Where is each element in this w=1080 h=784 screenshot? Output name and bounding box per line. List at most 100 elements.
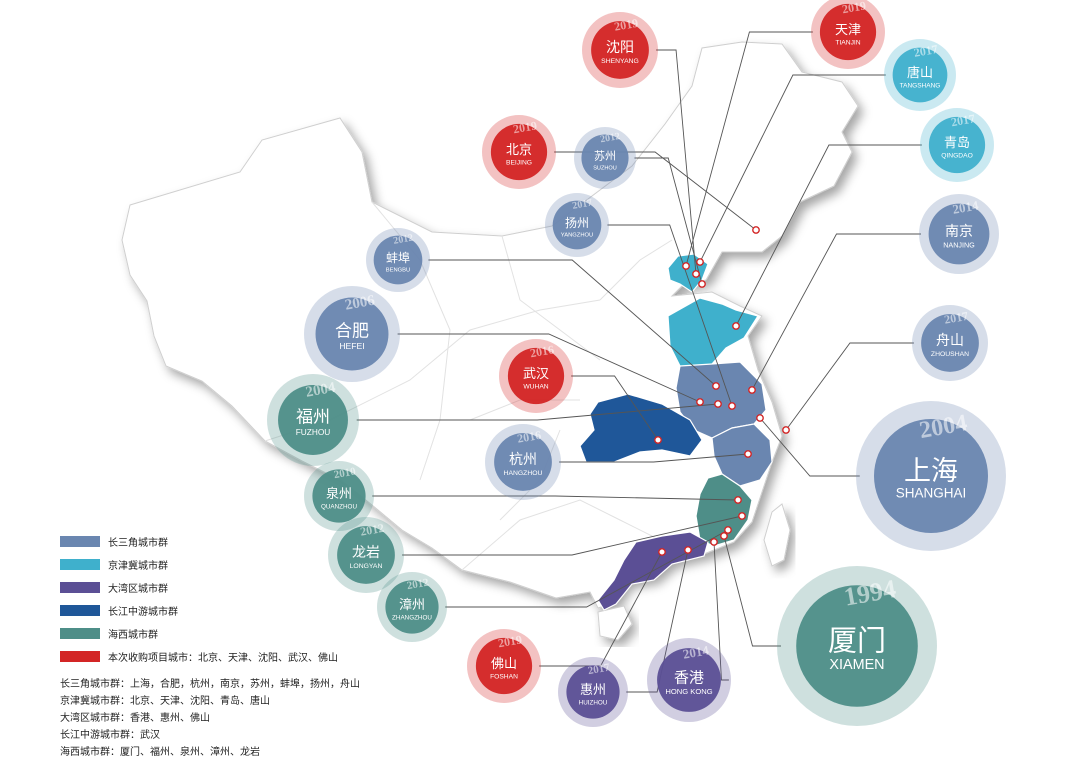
bubble-core (552, 200, 602, 250)
city-name-zh: 蚌埠 (386, 251, 410, 265)
note-greater-bay: 大湾区城市群：香港、惠州、佛山 (60, 713, 210, 724)
city-markers (654, 226, 790, 556)
city-year: 2016 (516, 428, 542, 446)
legend-label: 大湾区城市群 (108, 584, 168, 595)
city-year: 2006 (344, 293, 377, 314)
city-year: 2019 (512, 118, 538, 136)
leader-line (626, 549, 689, 693)
bubble-core (591, 21, 649, 79)
legend-swatch (60, 605, 100, 616)
leader-line (559, 453, 749, 463)
leader-line (571, 375, 659, 441)
legend-label: 海西城市群 (108, 630, 158, 641)
leader-line (735, 144, 922, 327)
note-yangtze-delta: 长三角城市群：上海，合肥，杭州，南京，苏州，蚌埠，扬州，舟山 (60, 679, 360, 690)
leader-line (539, 551, 663, 667)
city-bubble-yangzhou: 2017 扬州 YANGZHOU (545, 193, 609, 257)
city-marker (782, 426, 790, 434)
bubble-core (385, 580, 439, 634)
city-name-zh: 舟山 (936, 333, 964, 349)
city-name-zh: 杭州 (509, 452, 537, 468)
city-bubble-tianjin: 2019 天津 TIANJIN (811, 0, 885, 69)
city-name-en: SUZHOU (593, 165, 617, 171)
city-bubble-shenyang: 2019 沈阳 SHENYANG (582, 12, 658, 88)
city-marker (752, 226, 760, 234)
bubble-core (928, 203, 990, 265)
city-name-en: TANGSHANG (900, 82, 941, 89)
leader-line (713, 541, 729, 681)
city-name-zh: 合肥 (335, 322, 369, 342)
leader-line (685, 31, 813, 267)
city-year: 2012 (599, 131, 621, 145)
city-bubble-foshan: 2019 佛山 FOSHAN (467, 629, 541, 703)
leader-line (759, 417, 860, 477)
city-marker (658, 548, 666, 556)
bubble-core (315, 297, 389, 371)
city-year: 2017 (587, 662, 611, 678)
bubble-core (278, 385, 348, 455)
legend-swatch (60, 651, 100, 662)
city-bubble-zhoushan: 2017 舟山 ZHOUSHAN (912, 305, 988, 381)
bubble-core (337, 526, 395, 584)
bubble-core (507, 347, 565, 405)
bubble-core (819, 3, 877, 61)
city-marker (714, 400, 722, 408)
bubble-core (796, 585, 918, 707)
city-name-en: QINGDAO (941, 153, 973, 160)
bubble-core (657, 648, 721, 712)
hainan-island (597, 605, 633, 641)
city-name-en: ZHOUSHAN (931, 351, 969, 358)
city-year: 2019 (841, 0, 867, 16)
leader-line (372, 495, 739, 501)
city-bubbles: 2019 沈阳 SHENYANG 2019 天津 TIANJIN 2017 唐山TANGSHA… (267, 0, 1006, 727)
city-name-zh: 北京 (506, 143, 532, 158)
city-year: 2010 (333, 466, 357, 482)
leader-line (445, 529, 729, 608)
city-name-zh: 漳州 (399, 597, 425, 613)
city-marker (732, 322, 740, 330)
legend-label: 京津冀城市群 (108, 561, 168, 572)
leader-line (607, 224, 733, 407)
city-bubble-longyan: 2012 龙岩 LONGYAN (328, 517, 404, 593)
bubble-core (475, 637, 533, 695)
leader-line (656, 49, 697, 275)
city-name-zh: 扬州 (565, 215, 589, 230)
city-year: 2019 (613, 16, 639, 34)
city-marker (724, 526, 732, 534)
legend-swatches: 长三角城市群 京津冀城市群 大湾区城市群 长江中游城市群 海西城市群 本次收购项目城市：北… (60, 530, 420, 668)
city-year: 2012 (359, 521, 385, 539)
city-name-en: HONG KONG (665, 687, 712, 696)
legend-swatch (60, 536, 100, 547)
legend-label: 长三角城市群 (108, 538, 168, 549)
city-name-en: SHENYANG (601, 58, 639, 65)
bubble-core (312, 469, 366, 523)
city-marker (756, 414, 764, 422)
leader-line (699, 74, 886, 263)
leader-line (428, 259, 717, 387)
region-yangtze-delta (675, 361, 773, 487)
legend-label: 本次收购项目城市：北京、天津、沈阳、武汉、佛山 (108, 653, 338, 664)
legend-item: 长三角城市群 (60, 530, 420, 553)
bubble-core (373, 235, 423, 285)
city-name-en: FOSHAN (490, 674, 518, 681)
city-name-en: YANGZHOU (561, 233, 593, 239)
city-year: 2004 (304, 380, 337, 401)
city-marker (710, 538, 718, 546)
city-name-en: HEFEI (339, 341, 364, 351)
city-marker (698, 280, 706, 288)
taiwan-island (763, 503, 791, 567)
city-marker (654, 436, 662, 444)
city-name-zh: 香港 (674, 668, 704, 686)
leader-line (723, 535, 781, 647)
city-name-en: LONGYAN (350, 563, 383, 570)
city-name-zh: 惠州 (580, 683, 606, 698)
city-year: 2012 (406, 577, 430, 593)
city-name-zh: 上海 (904, 456, 958, 487)
city-name-zh: 苏州 (594, 150, 616, 163)
